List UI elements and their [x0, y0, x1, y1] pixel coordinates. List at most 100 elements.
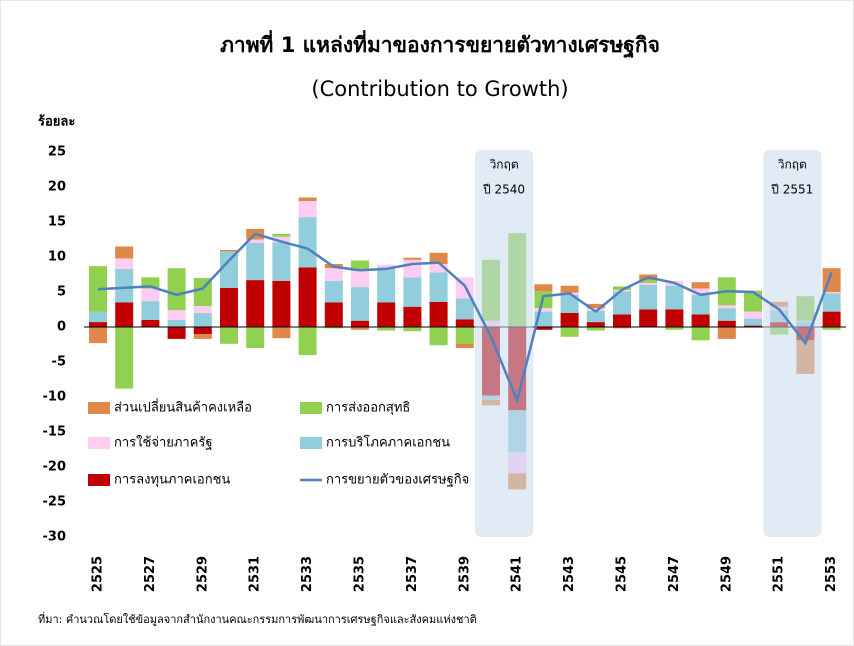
y-tick-label: -20	[43, 460, 67, 475]
bar-segment	[193, 327, 212, 334]
crisis-label: วิกฤต	[489, 158, 518, 172]
bar-segment	[560, 313, 579, 327]
bar-segment	[744, 325, 762, 327]
bar-segment	[220, 327, 238, 344]
y-tick-label: 20	[48, 180, 66, 195]
bar-segment	[115, 302, 134, 327]
y-tick-label: -5	[52, 355, 66, 370]
bar-segment	[665, 285, 684, 310]
bar-segment	[455, 343, 474, 348]
bar-segment	[586, 303, 605, 309]
bar-segment	[691, 288, 710, 295]
bar-segment	[586, 310, 605, 323]
bar-segment	[613, 327, 631, 329]
y-tick-label: -10	[43, 390, 67, 405]
bar-segment	[193, 334, 212, 339]
legend-swatch	[300, 437, 322, 449]
bar-segment	[115, 246, 134, 259]
bar-segment	[429, 327, 448, 346]
bar-segment	[298, 197, 317, 201]
source-note: ที่มา: คำนวณโดยใช้ข้อมูลจากสำนักงานคณะกร…	[38, 611, 477, 626]
x-tick-label: 2537	[405, 556, 420, 592]
bar-segment	[324, 327, 343, 329]
legend-label: การส่งออกสุทธิ	[326, 401, 410, 416]
chart-title: ภาพที่ 1 แหล่งที่มาของการขยายตัวทางเศรษฐ…	[220, 29, 660, 59]
bar-segment	[403, 327, 422, 332]
y-tick-label: -30	[43, 530, 67, 545]
bar-segment	[115, 258, 134, 269]
y-tick-label: 5	[57, 285, 66, 300]
bar-segment	[403, 306, 422, 327]
bar-segment	[717, 305, 736, 309]
growth-line	[97, 232, 833, 405]
bar-segment	[822, 293, 841, 312]
bar-segment	[220, 287, 238, 327]
bar-segment	[639, 309, 658, 327]
bar-segment	[560, 294, 579, 313]
y-tick-label: 25	[48, 145, 66, 160]
bar-segment	[744, 318, 762, 326]
legend-label: การบริโภคภาคเอกชน	[326, 435, 450, 451]
bar-segment	[324, 302, 343, 327]
bar-segment	[377, 327, 396, 331]
bar-segment	[298, 267, 317, 327]
x-tick-label: 2549	[719, 556, 734, 592]
legend-label: การลงทุนภาคเอกชน	[114, 473, 230, 488]
bar-segment	[272, 280, 291, 327]
crisis-label: ปี 2540	[483, 183, 526, 197]
bar-segment	[115, 268, 134, 303]
bar-segment	[429, 301, 448, 327]
x-tick-label: 2535	[353, 556, 368, 592]
x-tick-label: 2539	[457, 556, 472, 592]
bar-segment	[822, 311, 841, 327]
bar-segment	[429, 264, 448, 273]
x-tick-label: 2529	[195, 556, 210, 592]
y-tick-label: 10	[48, 250, 66, 265]
bar-segment	[717, 308, 736, 321]
legend-swatch	[300, 402, 322, 414]
bar-segment	[351, 327, 369, 330]
x-tick-label: 2541	[510, 556, 525, 592]
bar-segment	[351, 320, 369, 327]
bar-segment	[403, 277, 422, 307]
bar-segment	[717, 320, 736, 327]
bar-segment	[613, 291, 631, 315]
bar-segment	[613, 314, 631, 327]
bar-segment	[167, 320, 186, 327]
bar-segment	[115, 327, 134, 389]
bar-segment	[534, 327, 553, 330]
crisis-label: ปี 2551	[771, 183, 814, 197]
bar-segment	[351, 260, 369, 271]
y-tick-label: -25	[43, 495, 67, 510]
bar-segment	[429, 252, 448, 264]
bar-segment	[822, 327, 841, 330]
x-tick-label: 2553	[824, 556, 839, 592]
x-tick-label: 2531	[248, 556, 263, 592]
bar-segment	[455, 298, 474, 320]
y-tick-label: 15	[48, 215, 66, 230]
bar-segment	[429, 272, 448, 302]
legend-swatch	[88, 474, 110, 486]
bar-segment	[613, 286, 631, 290]
bar-segment	[351, 271, 369, 288]
bar-segment	[167, 268, 186, 311]
bar-segment	[639, 280, 658, 283]
legend-label: การใช้จ่ายภาครัฐ	[114, 435, 213, 451]
y-axis-label: ร้อยละ	[38, 114, 75, 130]
bar-segment	[534, 308, 553, 312]
bar-segment	[586, 322, 605, 327]
bar-segment	[141, 288, 160, 302]
bar-segment	[272, 236, 291, 243]
legend-label: ส่วนเปลี่ยนสินค้าคงเหลือ	[114, 399, 252, 416]
x-tick-label: 2545	[615, 556, 630, 592]
crisis-shade	[475, 150, 534, 537]
x-tick-label: 2551	[772, 556, 787, 592]
bar-segment	[665, 327, 684, 330]
bar-segment	[586, 308, 605, 311]
chart-subtitle: (Contribution to Growth)	[311, 77, 568, 101]
bar-segment	[167, 310, 186, 320]
y-tick-label: -15	[43, 425, 67, 440]
crisis-label: วิกฤต	[778, 158, 807, 172]
bar-segment	[744, 290, 762, 312]
bar-segment	[141, 301, 160, 320]
